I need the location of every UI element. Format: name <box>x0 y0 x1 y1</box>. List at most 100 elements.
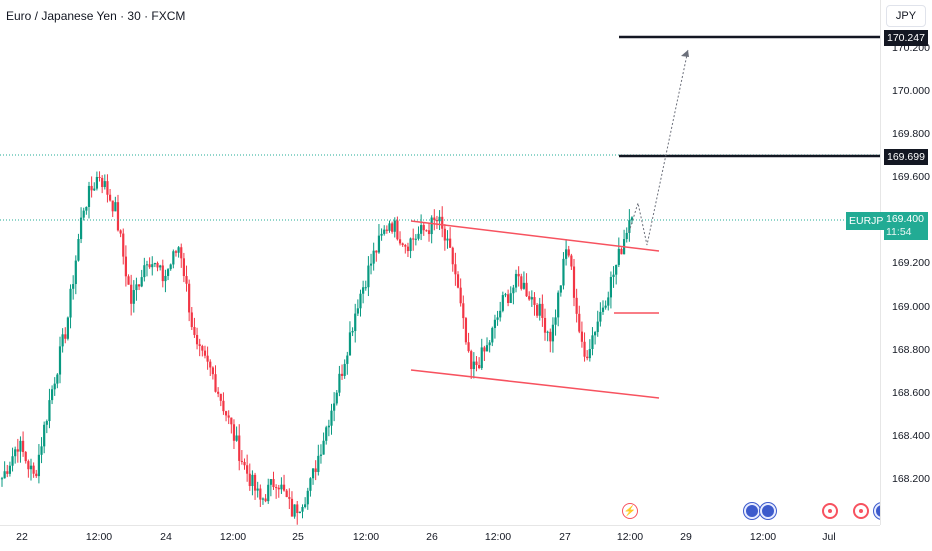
candle-body <box>132 290 135 304</box>
event-icon[interactable] <box>853 503 869 519</box>
candle-body <box>45 421 48 425</box>
price-tick: 168.400 <box>892 430 930 442</box>
candle-body <box>238 435 241 461</box>
candle-body <box>3 471 6 479</box>
candle-body <box>493 319 497 329</box>
candle-body <box>166 269 170 276</box>
candle-body <box>248 473 251 487</box>
time-tick: 29 <box>680 531 692 543</box>
candle-body <box>501 295 504 311</box>
candle-body <box>198 344 201 347</box>
candle-body <box>356 308 359 314</box>
candle-body <box>272 479 275 488</box>
candle-body <box>475 361 478 366</box>
last-price-value: 169.400 <box>886 213 924 225</box>
price-scale[interactable] <box>880 0 932 525</box>
candle-body <box>459 287 462 304</box>
chart-area[interactable]: Euro / Japanese Yen · 30 · FXCM ⚡ <box>0 0 880 525</box>
candle-body <box>95 176 98 189</box>
candle-body <box>380 233 383 236</box>
candle-body <box>628 220 631 233</box>
candle-body <box>578 313 581 332</box>
candle-body <box>182 258 185 277</box>
candle-body <box>108 194 112 201</box>
price-chart[interactable] <box>0 0 880 525</box>
candle-body <box>340 373 344 376</box>
candle-body <box>35 473 38 477</box>
candle-body <box>364 287 367 289</box>
candle-body <box>559 285 562 293</box>
projection-path[interactable] <box>628 49 689 246</box>
time-tick: Jul <box>822 531 836 543</box>
currency-button[interactable]: JPY <box>886 5 926 27</box>
candle-body <box>422 225 425 231</box>
candle-body <box>293 504 296 517</box>
flag-icon[interactable] <box>744 503 760 519</box>
time-tick: 24 <box>160 531 172 543</box>
candle-body <box>485 345 489 352</box>
candle-body <box>525 282 528 297</box>
price-tick: 169.000 <box>892 301 930 313</box>
candle-body <box>470 351 473 370</box>
candle-body <box>491 328 494 343</box>
candle-body <box>343 363 346 376</box>
candle-body <box>472 361 475 370</box>
candle-body <box>111 200 114 212</box>
candle-body <box>496 317 499 320</box>
candle-body <box>148 264 151 268</box>
flash-icon[interactable]: ⚡ <box>622 503 638 519</box>
candle-body <box>567 249 570 256</box>
candle-body <box>277 487 280 490</box>
candle-body <box>557 292 560 318</box>
candle-body <box>32 465 35 474</box>
candle-body <box>596 321 599 333</box>
candle-body <box>406 246 410 252</box>
candle-body <box>143 265 146 278</box>
candle-body <box>449 238 452 248</box>
candle-body <box>87 185 91 207</box>
candle-body <box>536 304 539 316</box>
candle-body <box>348 332 352 356</box>
candle-body <box>264 498 267 502</box>
candle-body <box>74 260 77 285</box>
candle-body <box>232 424 236 441</box>
price-tick: 169.200 <box>892 257 930 269</box>
price-tick: 168.600 <box>892 387 930 399</box>
candle-body <box>541 303 544 318</box>
candle-body <box>93 188 96 191</box>
candle-body <box>383 229 386 234</box>
candle-body <box>330 410 333 426</box>
candle-body <box>393 220 396 232</box>
candle-body <box>420 225 423 234</box>
candle-body <box>462 303 465 319</box>
candle-body <box>375 250 378 253</box>
candle-body <box>282 484 286 491</box>
candle-body <box>206 355 209 362</box>
candle-body <box>58 346 62 375</box>
time-tick: 12:00 <box>219 531 247 543</box>
time-tick: 22 <box>16 531 28 543</box>
event-icon[interactable] <box>822 503 838 519</box>
time-axis[interactable] <box>0 525 880 551</box>
candle-body <box>153 262 156 265</box>
candle-body <box>398 239 402 244</box>
candle-body <box>388 223 391 231</box>
flag-icon[interactable] <box>760 503 776 519</box>
candle-body <box>40 446 43 455</box>
candle-body <box>188 283 191 313</box>
candle-body <box>417 233 420 239</box>
candle-body <box>180 247 183 259</box>
candle-body <box>82 210 85 218</box>
time-tick: 12:00 <box>749 531 777 543</box>
candle-body <box>507 294 510 304</box>
candle-body <box>195 334 199 345</box>
candle-body <box>172 251 175 265</box>
channel-lower-line[interactable] <box>410 369 660 399</box>
candle-body <box>456 274 460 288</box>
candle-body <box>224 411 228 416</box>
channel-upper-line[interactable] <box>410 220 660 252</box>
candle-body <box>586 356 589 359</box>
candle-body <box>377 235 381 253</box>
bar-countdown: 11:54 <box>886 226 912 238</box>
candle-body <box>69 288 72 318</box>
